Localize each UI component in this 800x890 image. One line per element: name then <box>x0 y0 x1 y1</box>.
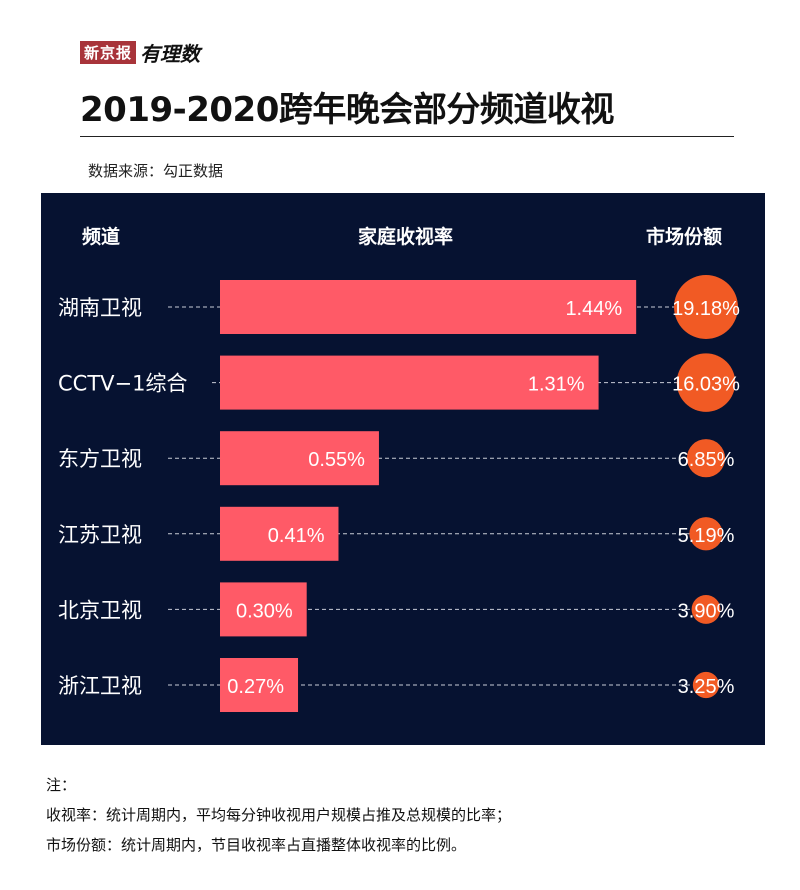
channel-label: 东方卫视 <box>58 447 142 471</box>
notes: 注： 收视率：统计周期内，平均每分钟收视用户规模占推及总规模的比率； 市场份额：… <box>46 770 511 860</box>
channel-label: 浙江卫视 <box>58 674 142 698</box>
share-circle <box>676 353 736 412</box>
rating-bar <box>220 355 599 410</box>
rating-label: 0.30% <box>236 600 293 622</box>
share-circle <box>686 439 726 478</box>
rating-label: 0.55% <box>308 449 365 471</box>
brand-name: 新京报 <box>80 41 137 64</box>
share-label: 5.19% <box>678 525 735 547</box>
note-rating: 收视率：统计周期内，平均每分钟收视用户规模占推及总规模的比率； <box>46 806 512 824</box>
rating-bar <box>220 658 299 712</box>
brand-logo: 新京报 有理数 <box>80 38 200 67</box>
share-circle <box>691 594 721 624</box>
data-source: 数据来源：勾正数据 <box>88 162 224 180</box>
share-circle <box>692 671 720 699</box>
rating-label: 0.41% <box>268 525 325 547</box>
rating-label: 1.31% <box>528 374 585 396</box>
header-share: 市场份额 <box>646 226 723 248</box>
rating-bar <box>220 280 637 334</box>
rating-bar <box>220 506 339 561</box>
share-label: 3.90% <box>678 600 735 622</box>
sub-brand: 有理数 <box>140 42 201 66</box>
page-title: 2019-2020跨年晚会部分频道收视 <box>80 90 614 130</box>
share-circle <box>674 275 738 339</box>
channel-label: 北京卫视 <box>58 598 142 622</box>
note-share: 市场份额：统计周期内，节目收视率占直播整体收视率的比例。 <box>46 836 467 854</box>
share-circle <box>689 517 723 551</box>
channel-label: CCTV−1综合 <box>58 372 187 396</box>
channel-label: 湖南卫视 <box>58 296 142 320</box>
rating-bar <box>220 431 379 486</box>
rating-bar <box>220 582 307 637</box>
rating-label: 0.27% <box>227 676 284 698</box>
notes-heading: 注： <box>46 776 77 794</box>
channel-label: 江苏卫视 <box>58 523 142 547</box>
share-label: 16.03% <box>672 374 740 396</box>
share-label: 19.18% <box>672 298 740 320</box>
share-label: 3.25% <box>678 676 735 698</box>
share-label: 6.85% <box>678 449 735 471</box>
header-channel: 频道 <box>82 226 121 248</box>
header-rating: 家庭收视率 <box>358 226 454 248</box>
rating-label: 1.44% <box>565 298 622 320</box>
title-divider <box>80 136 734 137</box>
